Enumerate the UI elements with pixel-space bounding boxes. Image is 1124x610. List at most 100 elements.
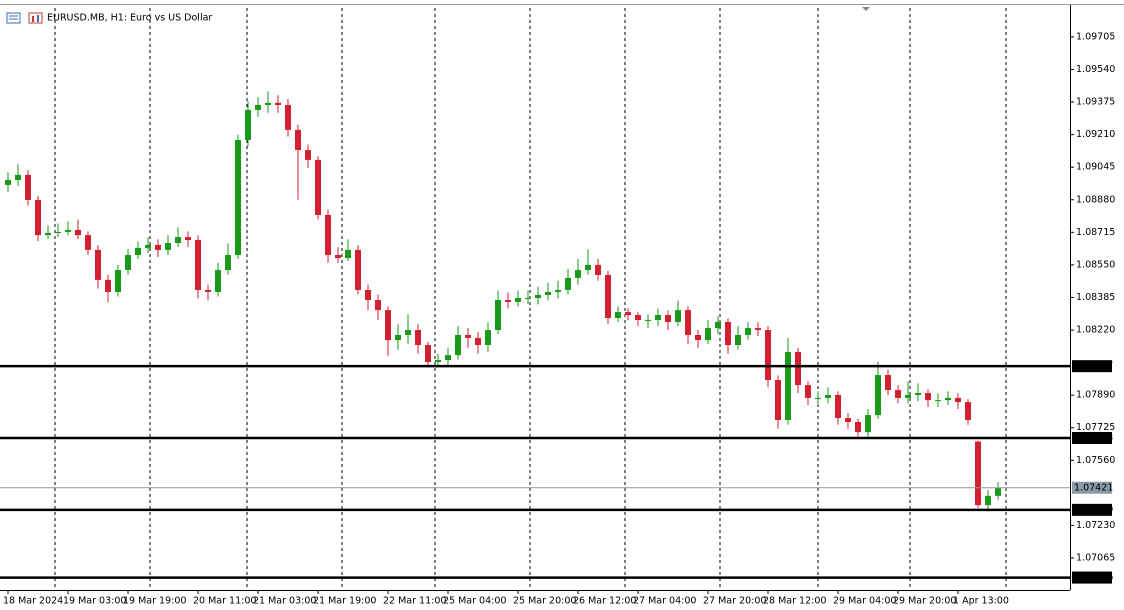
candle-body xyxy=(805,385,811,398)
candle-body xyxy=(315,159,321,215)
candle-body xyxy=(605,274,611,318)
candle-body xyxy=(35,199,41,236)
candle-body xyxy=(5,180,11,185)
candle-body xyxy=(905,394,911,398)
candle-body xyxy=(85,235,91,250)
candle-body xyxy=(145,244,151,248)
candle-body xyxy=(995,487,1001,496)
candle-body xyxy=(235,139,241,256)
candle-body xyxy=(325,214,331,256)
candle-body xyxy=(885,375,891,391)
candle-body xyxy=(445,355,451,361)
candle-body xyxy=(685,310,691,335)
candle-body xyxy=(525,298,531,300)
candle-body xyxy=(695,334,701,341)
x-tick-label: 20 Mar 11:00 xyxy=(193,596,256,607)
candle-body xyxy=(895,390,901,398)
candle-body xyxy=(625,312,631,316)
candle-body xyxy=(45,232,51,236)
candle-body xyxy=(555,289,561,292)
y-tick-label: 1.08220 xyxy=(1076,325,1115,336)
candle-body xyxy=(185,237,191,241)
x-tick-label: 21 Mar 03:00 xyxy=(253,596,316,607)
candle-body xyxy=(485,330,491,346)
candle-body xyxy=(795,351,801,386)
y-tick-label: 1.08385 xyxy=(1076,292,1115,303)
candle-body xyxy=(735,334,741,346)
candle-body xyxy=(755,328,761,331)
candle-body xyxy=(565,277,571,290)
level-label: 1.08037 xyxy=(1074,361,1113,372)
candle-body xyxy=(865,415,871,433)
candle-body xyxy=(55,231,61,233)
candle-body xyxy=(225,255,231,271)
candle-body xyxy=(935,400,941,402)
y-tick-label: 1.07230 xyxy=(1076,520,1115,531)
level-label-box xyxy=(1072,360,1112,373)
x-tick-label: 21 Mar 19:00 xyxy=(313,596,376,607)
candle-body xyxy=(285,105,291,130)
x-tick-label: 25 Mar 04:00 xyxy=(443,596,506,607)
candle-body xyxy=(845,418,851,423)
x-tick-label: 28 Mar 12:00 xyxy=(763,596,826,607)
y-tick-label: 1.09210 xyxy=(1076,129,1115,140)
candle-body xyxy=(125,255,131,271)
candle-body xyxy=(915,393,921,395)
candle-body xyxy=(595,264,601,275)
candle-body xyxy=(765,330,771,380)
candle-body xyxy=(335,255,341,258)
x-tick-label: 29 Mar 20:00 xyxy=(893,596,956,607)
candle-body xyxy=(135,247,141,256)
candle-body xyxy=(255,105,261,110)
y-tick-label: 1.07065 xyxy=(1076,553,1115,564)
x-tick-label: 26 Mar 12:00 xyxy=(573,596,636,607)
candle-body xyxy=(475,337,481,346)
candle-body xyxy=(575,270,581,278)
y-tick-label: 1.09045 xyxy=(1076,162,1115,173)
candle-body xyxy=(585,264,591,271)
candle-body xyxy=(245,109,251,140)
candle-body xyxy=(215,270,221,292)
candle-body xyxy=(205,289,211,292)
last-price-label: 1.07421 xyxy=(1074,482,1113,493)
y-tick-label: 1.08550 xyxy=(1076,259,1115,270)
y-tick-label: 1.09540 xyxy=(1076,64,1115,75)
candle-body xyxy=(15,174,21,181)
candle-body xyxy=(345,249,351,258)
x-tick-label: 1 Apr 13:00 xyxy=(953,596,1009,607)
candle-body xyxy=(645,319,651,321)
candle-body xyxy=(925,393,931,401)
x-tick-label: 19 Mar 19:00 xyxy=(123,596,186,607)
candle-body xyxy=(465,334,471,338)
candle-body xyxy=(75,229,81,236)
x-tick-label: 18 Mar 2024 xyxy=(3,596,63,607)
candle-body xyxy=(665,315,671,322)
candle-body xyxy=(745,328,751,335)
candle-body xyxy=(715,321,721,329)
candle-body xyxy=(385,310,391,341)
x-tick-label: 22 Mar 11:00 xyxy=(383,596,446,607)
candle-body xyxy=(425,345,431,363)
candle-body xyxy=(265,102,271,106)
candle-body xyxy=(105,279,111,292)
level-label-box xyxy=(1072,503,1112,516)
candle-body xyxy=(815,397,821,399)
level-label: 1.07673 xyxy=(1074,433,1113,444)
candle-body xyxy=(855,422,861,433)
candle-body xyxy=(305,150,311,160)
candle-body xyxy=(825,394,831,398)
candle-body xyxy=(955,397,961,403)
candle-body xyxy=(945,397,951,401)
candle-body xyxy=(295,129,301,151)
candle-body xyxy=(655,315,661,320)
candle-body xyxy=(355,249,361,290)
y-tick-label: 1.09375 xyxy=(1076,97,1115,108)
candle-body xyxy=(835,394,841,419)
candle-body xyxy=(965,402,971,421)
candle-body xyxy=(115,270,121,292)
candle-body xyxy=(505,300,511,303)
candle-body xyxy=(435,360,441,363)
candle-body xyxy=(405,330,411,335)
x-tick-label: 19 Mar 03:00 xyxy=(63,596,126,607)
y-tick-label: 1.08715 xyxy=(1076,227,1115,238)
